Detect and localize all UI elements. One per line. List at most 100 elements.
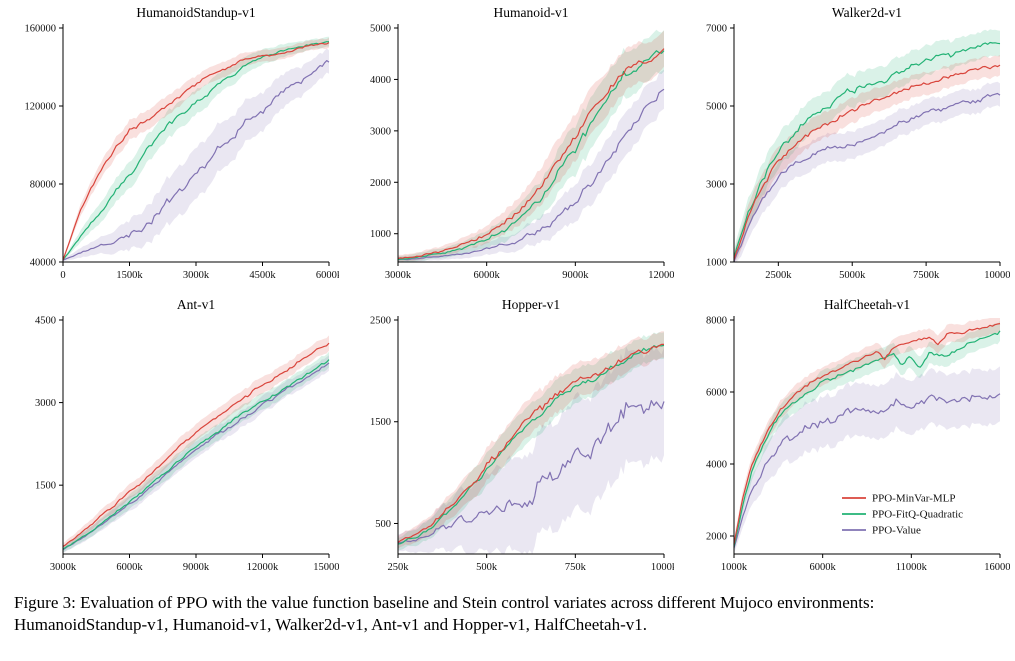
x-tick-label: 12000k [649,270,675,281]
subplot-halfcheetah: HalfCheetah-v1 1000k 6000k 11000k 16000k 2000… [675,294,1011,586]
x-tick-label: 1500k [116,270,143,281]
chart-ant: Ant-v1 3000k 6000k 9000k 12000k 15000k 1500 300… [35,297,339,573]
x-tick-label: 6000k [810,562,837,573]
subplot-hopper: Hopper-v1 250k 500k 750k 1000k 500 1500 2500 [340,294,676,586]
x-tick-label: 2500k [765,270,792,281]
line-PPO-FitQ-Quadratic [398,344,665,545]
x-tick-label: 9000k [563,270,590,281]
band-PPO-MinVar-MLP [62,335,329,550]
x-tick-label: 6000k [316,270,339,281]
chart-title: Ant-v1 [177,297,215,312]
x-tick-label: 3000k [50,562,77,573]
line-PPO-MinVar-MLP [398,343,665,543]
band-PPO-MinVar-MLP [62,37,329,262]
band-PPO-MinVar-MLP [398,30,665,262]
legend-label: PPO-MinVar-MLP [872,493,956,505]
y-tick-label: 3000 [370,126,391,137]
y-tick-label: 5000 [706,102,727,113]
line-PPO-Value [398,400,666,544]
chart-title: Walker2d-v1 [832,5,902,20]
line-PPO-Value [733,393,1001,549]
chart-halfcheetah: HalfCheetah-v1 1000k 6000k 11000k 16000k 2000… [706,297,1010,573]
chart-walker2d: Walker2d-v1 2500k 5000k 7500k 10000k 1000 3000… [706,5,1010,281]
x-tick-label: 3000k [385,270,412,281]
x-tick-label: 750k [565,562,587,573]
y-tick-label: 8000 [706,316,727,327]
x-tick-label: 0 [60,270,65,281]
line-PPO-FitQ-Quadratic [62,359,330,550]
line-PPO-MinVar-MLP [398,48,665,260]
figure-caption: Figure 3: Evaluation of PPO with the val… [14,593,875,635]
line-PPO-Value [62,362,330,551]
line-PPO-FitQ-Quadratic [398,50,665,261]
x-tick-label: 16000k [984,562,1010,573]
x-tick-label: 6000k [116,562,143,573]
y-tick-label: 1000 [706,258,727,269]
y-tick-label: 160000 [24,24,56,35]
line-PPO-MinVar-MLP [733,323,1001,545]
subplot-humanoidstandup: HumanoidStandup-v1 0 1500k 3000k 4500k 6000k 4… [4,2,340,294]
y-tick-label: 2000 [706,532,727,543]
x-tick-label: 250k [388,562,410,573]
line-PPO-MinVar-MLP [62,342,330,548]
band-PPO-FitQ-Quadratic [734,320,1001,552]
band-PPO-Value [398,346,665,554]
x-tick-label: 5000k [839,270,866,281]
band-PPO-Value [398,69,665,262]
line-PPO-FitQ-Quadratic [733,330,1001,547]
x-tick-label: 1000k [721,562,748,573]
y-tick-label: 1500 [370,417,391,428]
subplot-ant: Ant-v1 3000k 6000k 9000k 12000k 15000k 1500 300… [4,294,340,586]
y-tick-label: 40000 [30,258,56,269]
x-tick-label: 9000k [183,562,210,573]
x-tick-label: 3000k [183,270,210,281]
y-tick-label: 4500 [35,316,56,327]
y-tick-label: 1500 [35,481,56,492]
chart-title: HumanoidStandup-v1 [136,5,255,20]
band-PPO-MinVar-MLP [734,54,1001,263]
y-tick-label: 2000 [370,178,391,189]
x-tick-label: 10000k [984,270,1010,281]
band-PPO-FitQ-Quadratic [734,29,1001,262]
band-PPO-Value [62,48,329,262]
x-tick-label: 6000k [474,270,501,281]
chart-title: Humanoid-v1 [494,5,569,20]
y-tick-label: 1000 [370,229,391,240]
chart-humanoid: Humanoid-v1 3000k 6000k 9000k 12000k 1000 2000… [370,5,675,281]
chart-hopper: Hopper-v1 250k 500k 750k 1000k 500 1500 2500 [370,297,674,573]
line-PPO-MinVar-MLP [62,42,330,261]
y-tick-label: 4000 [706,460,727,471]
line-PPO-MinVar-MLP [733,64,1001,260]
x-tick-label: 4500k [249,270,276,281]
y-tick-label: 3000 [706,180,727,191]
x-tick-label: 500k [477,562,499,573]
x-tick-label: 11000k [896,562,928,573]
band-PPO-Value [734,81,1001,262]
x-tick-label: 1000k [651,562,674,573]
y-tick-label: 7000 [706,24,727,35]
subplot-humanoid: Humanoid-v1 3000k 6000k 9000k 12000k 1000 2000… [340,2,676,294]
line-PPO-Value [733,92,1001,262]
y-tick-label: 6000 [706,388,727,399]
x-tick-label: 12000k [247,562,279,573]
legend-label: PPO-Value [872,525,921,537]
band-PPO-FitQ-Quadratic [398,29,665,262]
x-tick-label: 7500k [913,270,940,281]
x-tick-label: 15000k [313,562,339,573]
line-PPO-FitQ-Quadratic [62,41,329,261]
y-tick-label: 80000 [30,180,56,191]
y-tick-label: 5000 [370,24,391,35]
chart-title: HalfCheetah-v1 [824,297,910,312]
charts-grid: HumanoidStandup-v1 0 1500k 3000k 4500k 6000k 4… [4,2,1011,586]
subplot-walker2d: Walker2d-v1 2500k 5000k 7500k 10000k 1000 3000… [675,2,1011,294]
band-PPO-Value [734,366,1001,554]
y-tick-label: 500 [376,519,392,530]
chart-humanoidstandup: HumanoidStandup-v1 0 1500k 3000k 4500k 6000k 4… [24,5,339,281]
y-tick-label: 4000 [370,75,391,86]
y-tick-label: 120000 [24,102,56,113]
line-PPO-Value [62,60,330,261]
chart-title: Hopper-v1 [502,297,560,312]
line-PPO-FitQ-Quadratic [733,41,1001,259]
legend-label: PPO-FitQ-Quadratic [872,509,963,521]
